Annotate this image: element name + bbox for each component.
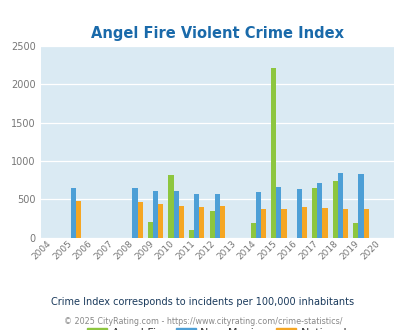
Text: © 2025 CityRating.com - https://www.cityrating.com/crime-statistics/: © 2025 CityRating.com - https://www.city… xyxy=(64,317,341,326)
Bar xyxy=(322,208,327,238)
Bar xyxy=(250,223,255,238)
Legend: Angel Fire, New Mexico, National: Angel Fire, New Mexico, National xyxy=(83,323,351,330)
Title: Angel Fire Violent Crime Index: Angel Fire Violent Crime Index xyxy=(90,26,343,41)
Bar xyxy=(342,209,347,238)
Bar xyxy=(173,191,178,238)
Bar xyxy=(317,183,322,238)
Bar xyxy=(147,221,153,238)
Bar xyxy=(158,204,163,238)
Bar xyxy=(137,202,143,238)
Bar xyxy=(168,175,173,238)
Bar xyxy=(260,209,265,238)
Bar xyxy=(296,189,301,238)
Bar xyxy=(188,230,194,238)
Bar xyxy=(352,223,358,238)
Bar xyxy=(362,209,368,238)
Bar xyxy=(281,209,286,238)
Bar xyxy=(271,68,275,238)
Bar xyxy=(209,211,214,238)
Bar xyxy=(132,188,137,238)
Bar xyxy=(275,187,281,238)
Bar xyxy=(194,194,199,238)
Bar xyxy=(219,206,224,238)
Bar xyxy=(178,206,183,238)
Bar xyxy=(214,194,219,238)
Bar xyxy=(71,188,76,238)
Text: Crime Index corresponds to incidents per 100,000 inhabitants: Crime Index corresponds to incidents per… xyxy=(51,297,354,307)
Bar xyxy=(337,173,342,238)
Bar xyxy=(358,174,362,238)
Bar xyxy=(76,201,81,238)
Bar xyxy=(153,190,158,238)
Bar xyxy=(301,207,306,238)
Bar xyxy=(332,181,337,238)
Bar xyxy=(199,207,204,238)
Bar xyxy=(255,192,260,238)
Bar xyxy=(311,188,317,238)
